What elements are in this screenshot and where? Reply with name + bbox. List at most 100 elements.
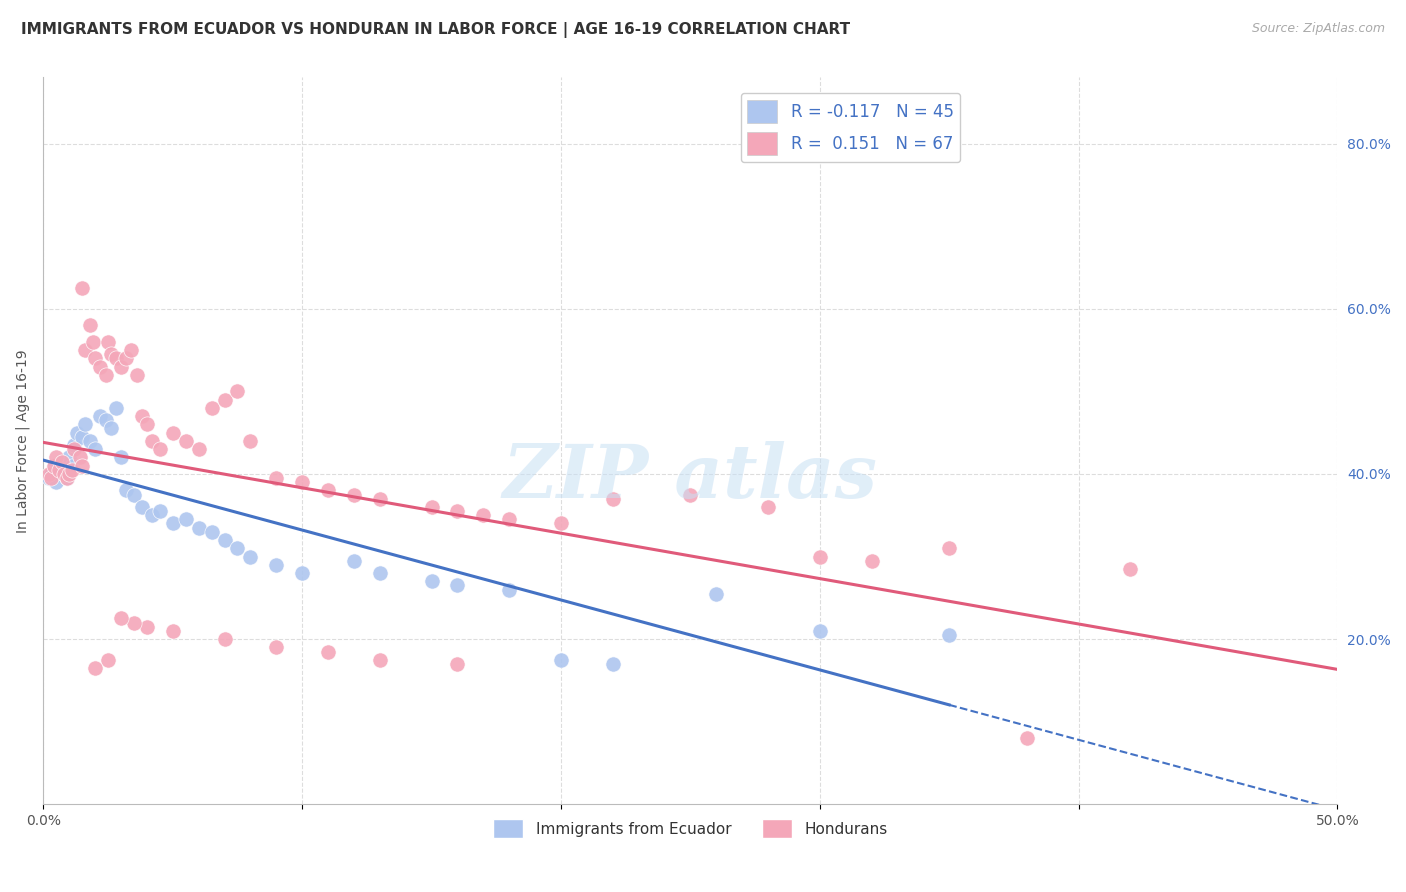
Point — [368, 491, 391, 506]
Point — [187, 520, 209, 534]
Point — [938, 628, 960, 642]
Point — [162, 516, 184, 531]
Point — [110, 359, 132, 374]
Point — [94, 413, 117, 427]
Point — [82, 334, 104, 349]
Y-axis label: In Labor Force | Age 16-19: In Labor Force | Age 16-19 — [15, 349, 30, 533]
Point — [45, 475, 67, 490]
Point — [58, 467, 80, 481]
Point — [104, 351, 127, 366]
Point — [214, 632, 236, 646]
Point — [472, 508, 495, 523]
Point — [70, 281, 93, 295]
Point — [84, 661, 107, 675]
Point — [51, 454, 73, 468]
Point — [214, 392, 236, 407]
Point — [174, 434, 197, 448]
Point — [53, 467, 76, 481]
Point — [368, 566, 391, 580]
Point — [110, 611, 132, 625]
Point — [808, 549, 831, 564]
Point — [79, 318, 101, 333]
Point — [89, 359, 111, 374]
Point — [42, 458, 65, 473]
Legend: Immigrants from Ecuador, Hondurans: Immigrants from Ecuador, Hondurans — [486, 814, 894, 844]
Point — [70, 458, 93, 473]
Point — [70, 430, 93, 444]
Point — [266, 640, 288, 655]
Text: Source: ZipAtlas.com: Source: ZipAtlas.com — [1251, 22, 1385, 36]
Point — [808, 624, 831, 638]
Point — [89, 409, 111, 423]
Point — [94, 368, 117, 382]
Point — [266, 558, 288, 572]
Point — [38, 471, 60, 485]
Point — [66, 425, 89, 440]
Point — [420, 500, 443, 514]
Point — [141, 434, 163, 448]
Point — [343, 554, 366, 568]
Point — [239, 549, 262, 564]
Point — [42, 458, 65, 473]
Point — [39, 467, 62, 481]
Point — [55, 471, 77, 485]
Point — [51, 454, 73, 468]
Point — [201, 524, 224, 539]
Point — [63, 438, 86, 452]
Point — [63, 442, 86, 457]
Point — [60, 463, 83, 477]
Point — [115, 351, 138, 366]
Point — [860, 554, 883, 568]
Point — [97, 653, 120, 667]
Point — [58, 450, 80, 465]
Point — [201, 401, 224, 415]
Point — [125, 368, 148, 382]
Point — [1119, 562, 1142, 576]
Point — [187, 442, 209, 457]
Point — [135, 417, 157, 432]
Point — [115, 483, 138, 498]
Point — [602, 491, 624, 506]
Point — [550, 653, 572, 667]
Point — [602, 657, 624, 671]
Point — [45, 450, 67, 465]
Point — [226, 384, 249, 399]
Point — [316, 483, 339, 498]
Point — [48, 463, 70, 477]
Point — [53, 467, 76, 481]
Point — [79, 434, 101, 448]
Point — [214, 533, 236, 547]
Point — [38, 467, 60, 481]
Point — [131, 500, 153, 514]
Point — [162, 425, 184, 440]
Point — [122, 615, 145, 630]
Point — [316, 644, 339, 658]
Point — [73, 417, 96, 432]
Point — [291, 566, 314, 580]
Point — [343, 487, 366, 501]
Point — [84, 442, 107, 457]
Point — [48, 463, 70, 477]
Point — [149, 442, 172, 457]
Point — [162, 624, 184, 638]
Point — [141, 508, 163, 523]
Point — [291, 475, 314, 490]
Point — [97, 334, 120, 349]
Point — [679, 487, 702, 501]
Text: ZIP atlas: ZIP atlas — [503, 441, 877, 514]
Point — [756, 500, 779, 514]
Point — [1015, 731, 1038, 746]
Point — [110, 450, 132, 465]
Point — [266, 471, 288, 485]
Point — [938, 541, 960, 556]
Point — [174, 512, 197, 526]
Point — [368, 653, 391, 667]
Point — [55, 471, 77, 485]
Point — [39, 471, 62, 485]
Point — [446, 657, 468, 671]
Point — [120, 343, 142, 357]
Point — [135, 620, 157, 634]
Point — [498, 512, 520, 526]
Point — [149, 504, 172, 518]
Point — [420, 574, 443, 589]
